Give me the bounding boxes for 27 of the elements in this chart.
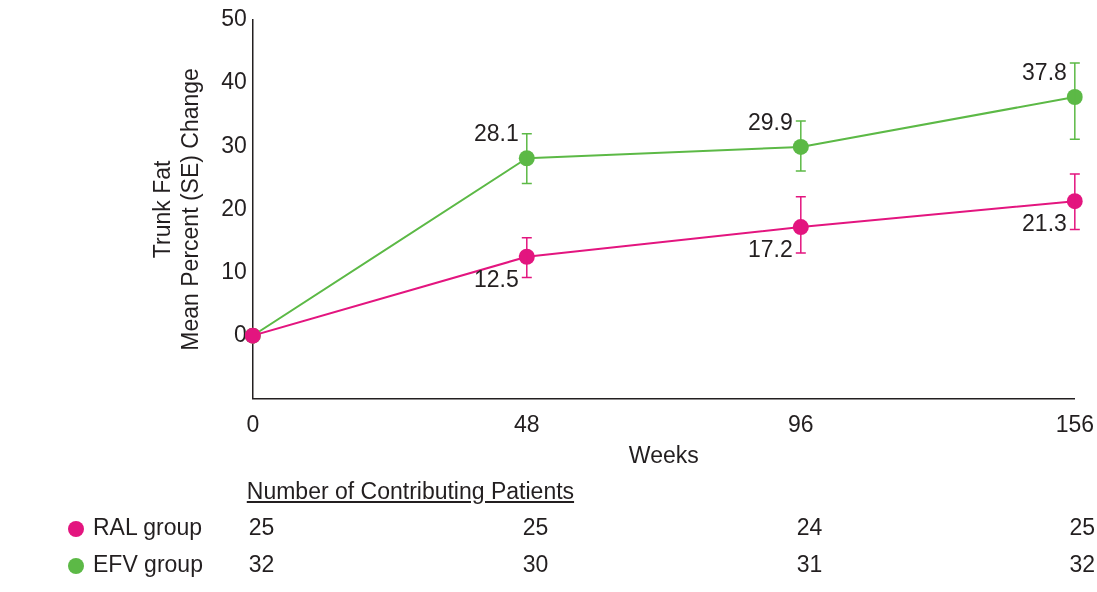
legend-label: RAL group <box>93 514 203 541</box>
y-tick-label: 20 <box>221 194 247 221</box>
x-tick-label: 156 <box>1055 410 1094 437</box>
data-label: 12.5 <box>474 265 519 292</box>
y-axis-title: Trunk Fat Mean Percent (SE) Change <box>149 68 203 351</box>
text: 31 <box>796 551 823 578</box>
data-label: 17.2 <box>748 235 793 262</box>
text: 24 <box>796 514 823 541</box>
text: 25 <box>248 514 275 541</box>
text: 25 <box>522 514 549 541</box>
y-tick-label: 30 <box>221 131 247 158</box>
legend-label: EFV group <box>93 551 203 578</box>
y-tick-label: 50 <box>221 5 247 32</box>
data-label: 28.1 <box>474 120 519 147</box>
text: 32 <box>1069 551 1095 578</box>
text: 32 <box>248 551 275 578</box>
data-label: 37.8 <box>1022 58 1067 85</box>
x-tick-label: 48 <box>514 410 540 437</box>
y-tick-label: 10 <box>221 257 247 284</box>
x-axis-title: Weeks <box>628 441 699 468</box>
x-tick-label: 96 <box>788 410 814 437</box>
text: 30 <box>522 551 549 578</box>
data-label: 21.3 <box>1022 210 1067 237</box>
text: 25 <box>1069 514 1095 541</box>
text: Number of Contributing Patients <box>246 478 575 505</box>
y-tick-label: 40 <box>221 68 247 95</box>
data-label: 29.9 <box>748 108 793 135</box>
